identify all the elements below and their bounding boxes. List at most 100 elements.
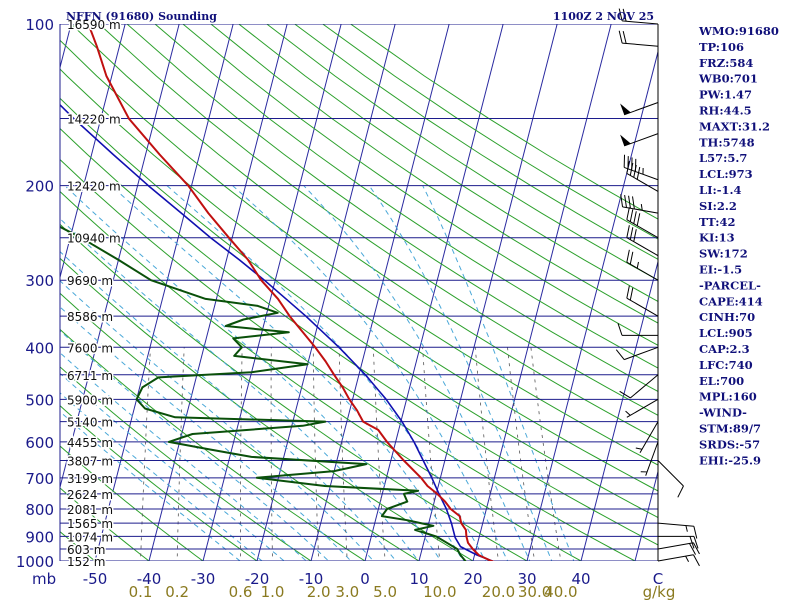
mixing-ratio-line — [372, 347, 386, 561]
wind-barb-flag — [624, 194, 627, 208]
dry-adiabat-line — [60, 223, 529, 561]
dewpoint-trace — [60, 225, 467, 561]
mixing-ratio-tick-label: 10.0 — [423, 583, 456, 600]
mixing-ratio-tick-label: 1.0 — [261, 583, 285, 600]
isotherm-line — [580, 259, 658, 561]
dry-adiabat-line — [60, 405, 258, 561]
wind-barb-flag — [629, 251, 634, 265]
wind-barb — [615, 346, 659, 361]
wind-barb-staff — [624, 133, 659, 147]
wind-barb-staff — [626, 219, 659, 239]
height-label: 603 m — [67, 543, 105, 557]
moist-adiabat-line — [60, 306, 352, 561]
wind-barb — [617, 323, 658, 336]
mixing-ratio-lines — [140, 347, 562, 561]
index-line: EHI:-25.9 — [699, 453, 761, 467]
height-label: 4455 m — [67, 436, 113, 450]
index-line: TP:106 — [699, 40, 744, 54]
temperature-tick-label: -40 — [137, 570, 162, 588]
wind-barb — [657, 542, 700, 555]
dry-adiabat-line — [60, 487, 150, 561]
dry-adiabat-line — [60, 190, 583, 561]
wind-barb-flag — [626, 160, 630, 174]
mixing-ratio-tick-label: 0.1 — [129, 583, 153, 600]
index-line: LCL:973 — [699, 167, 753, 181]
mixing-ratio-line — [474, 347, 499, 561]
mixing-ratio-line — [312, 347, 320, 561]
temperature-tick-label: -30 — [191, 570, 216, 588]
index-line: KI:13 — [699, 231, 735, 245]
pressure-tick-label: 200 — [25, 178, 54, 196]
wind-barb-flag — [620, 194, 624, 207]
moist-adiabat-line — [303, 185, 531, 561]
wind-barb-flag — [626, 285, 630, 299]
moist-adiabat-line — [60, 410, 241, 561]
wind-barb-flag — [615, 349, 625, 360]
wind-barb — [620, 102, 659, 116]
moist-adiabat-line — [60, 280, 375, 561]
isotherm-line — [526, 49, 658, 561]
wind-barb-half-flag — [685, 555, 690, 562]
wind-barb-flag — [633, 164, 637, 178]
index-line: EI:-1.5 — [699, 263, 742, 277]
mixing-ratio-line — [530, 347, 562, 561]
temperature-tick-label: C — [653, 570, 663, 588]
isotherm-line — [364, 24, 504, 561]
dry-adiabat-line — [60, 328, 366, 561]
wind-barb-staff — [645, 441, 659, 476]
wind-barb-staff — [622, 42, 659, 47]
chart-time: 1100Z 2 NOV 25 — [553, 10, 654, 23]
pressure-tick-label: 700 — [25, 470, 54, 488]
dry-adiabat-line — [60, 97, 658, 519]
height-label: 7600 m — [67, 341, 113, 355]
wind-barb-staff — [630, 374, 659, 399]
index-line: EL:700 — [699, 374, 744, 388]
mixing-ratio-line — [270, 347, 273, 561]
wind-barb — [620, 194, 659, 214]
wind-barb-flag — [629, 209, 634, 222]
mixing-ratio-tick-label: 2.0 — [307, 583, 331, 600]
mixing-ratio-tick-label: 0.2 — [165, 583, 189, 600]
wind-barb-half-flag — [685, 525, 688, 532]
wind-barb-flag — [689, 543, 696, 555]
wind-barb-half-flag — [625, 410, 631, 416]
wind-barb-flag — [628, 195, 631, 209]
wind-barb — [657, 554, 700, 567]
index-line: LFC:740 — [699, 358, 753, 372]
isotherm-line — [634, 469, 658, 561]
wind-barb — [657, 522, 698, 539]
moist-adiabat-line — [110, 185, 464, 561]
sounding-profiles — [60, 24, 495, 561]
mixing-ratio-tick-label: 3.0 — [335, 583, 359, 600]
dry-adiabat-line — [126, 24, 658, 392]
height-label: 14220 m — [67, 113, 121, 127]
height-label: 3807 m — [67, 455, 113, 469]
wind-barb-half-flag — [640, 204, 643, 211]
mixing-ratio-tick-label: 20.0 — [482, 583, 515, 600]
wind-barb-flag — [626, 249, 630, 263]
mixing-ratio-unit-label: g/kg — [643, 583, 676, 600]
wind-barb-flag — [622, 31, 627, 44]
mixing-ratio-line — [240, 347, 243, 561]
height-label: 1565 m — [67, 517, 113, 531]
index-line: FRZ:584 — [699, 56, 753, 70]
wind-barb — [626, 225, 659, 257]
index-line: SI:2.2 — [699, 199, 737, 213]
wind-barb-flag — [633, 211, 637, 224]
wind-barb-flag — [619, 390, 631, 399]
wind-barb-column — [615, 8, 700, 567]
temperature-tick-label: -20 — [245, 570, 270, 588]
wind-barb-flag — [626, 207, 630, 220]
pressure-unit-label: mb — [32, 570, 56, 588]
index-line: LCL:905 — [699, 326, 753, 340]
dry-adiabat-line — [182, 24, 658, 346]
wind-barb — [620, 133, 659, 147]
wind-barb-staff — [639, 421, 659, 454]
wind-barb-flag — [677, 485, 684, 498]
index-line: -PARCEL- — [699, 278, 761, 292]
wind-barb-staff — [622, 20, 659, 25]
isotherm-line — [60, 24, 180, 490]
wind-barb — [625, 398, 659, 418]
wind-barb — [626, 160, 659, 192]
